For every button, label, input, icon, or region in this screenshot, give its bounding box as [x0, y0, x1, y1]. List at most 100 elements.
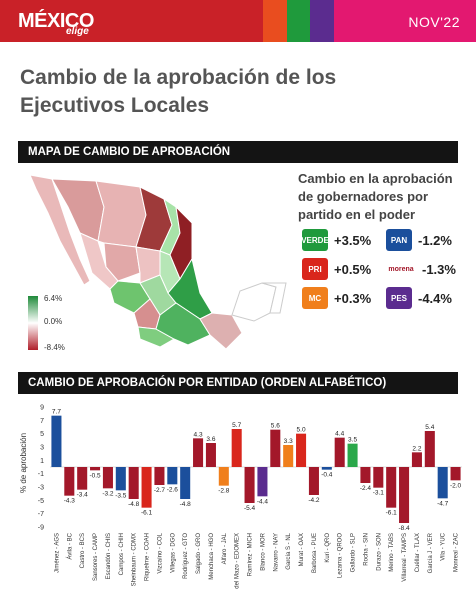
- bar: [51, 415, 62, 467]
- bar-value-label: -2.4: [360, 485, 372, 492]
- bar-value-label: -2.0: [450, 482, 462, 489]
- category-label: Ramírez - MICH: [248, 533, 254, 576]
- category-label: Vila - YUC: [441, 532, 447, 560]
- map-quintana-roo: [261, 282, 287, 314]
- bar-value-label: -8.4: [398, 525, 410, 532]
- bar-value-label: -3.5: [115, 492, 127, 499]
- party-pri: PRI +0.5%: [302, 258, 371, 280]
- map-durango: [103, 242, 141, 282]
- bar-value-label: -4.7: [437, 500, 449, 507]
- bar: [360, 467, 371, 483]
- bar: [257, 467, 268, 497]
- bar: [218, 467, 229, 486]
- map-chihuahua: [95, 180, 147, 248]
- category-label: Rocha - SIN: [363, 533, 369, 566]
- y-tick-label: -5: [38, 498, 44, 505]
- bar: [386, 467, 397, 508]
- map-guerrero: [137, 326, 176, 348]
- bar-value-label: -4.8: [128, 501, 140, 508]
- bar: [321, 467, 332, 470]
- party-verde: VERDE +3.5%: [301, 229, 371, 251]
- approval-change-bar-chart: % de aprobación 9 7 5 3 1 -1 -3 -5 -7 -9 7.7 Jimén…: [19, 405, 462, 589]
- bar: [231, 429, 242, 467]
- bar: [102, 467, 113, 489]
- category-label: Barbosa - PUE: [312, 533, 318, 573]
- party-mc: MC +0.3%: [302, 287, 371, 309]
- bar-value-label: -4.4: [257, 498, 269, 505]
- map-legend-min: -8.4%: [44, 343, 65, 352]
- y-tick-label: -1: [38, 471, 44, 478]
- bar-value-label: 3.6: [206, 436, 215, 443]
- bar-value-label: -3.1: [373, 490, 385, 497]
- bar: [128, 467, 139, 499]
- bar: [154, 467, 165, 485]
- bar: [90, 467, 101, 471]
- bar-value-label: -3.2: [102, 490, 114, 497]
- bar: [167, 467, 178, 485]
- bar: [373, 467, 384, 488]
- banner-stripe-green: [286, 0, 311, 42]
- category-label: Campos - CHIH: [119, 533, 125, 575]
- category-label: del Mazo - EDOMEX: [235, 533, 241, 589]
- category-label: García J - VER: [428, 532, 434, 573]
- mexico-change-map: [29, 174, 287, 350]
- category-label: Rodríguez - GTO: [183, 533, 189, 579]
- bar-value-label: -4.3: [64, 498, 76, 505]
- bar: [115, 467, 126, 491]
- bar-value-label: 5.4: [425, 424, 434, 431]
- bar-value-label: -5.4: [244, 505, 256, 512]
- map-chiapas-tabasco: [199, 312, 243, 350]
- mc-logo-icon: MC: [302, 287, 328, 309]
- banner-left: MÉXICO elige: [0, 0, 264, 42]
- bar-value-label: 7.7: [52, 409, 61, 416]
- y-tick-label: -3: [38, 485, 44, 492]
- bar: [270, 429, 281, 467]
- category-label: Castro - BCS: [80, 533, 86, 568]
- party-mc-value: +0.3%: [334, 290, 372, 306]
- category-label: García S - NL: [286, 532, 292, 569]
- bar-value-label: -2.8: [218, 488, 230, 495]
- bar-value-label: -0.5: [89, 472, 101, 479]
- bar: [334, 437, 345, 467]
- bar: [437, 467, 448, 499]
- party-pes: PES -4.4%: [386, 287, 452, 309]
- category-label: Navarro - NAY: [273, 533, 279, 572]
- bar-value-label: 3.3: [284, 438, 293, 445]
- bar: [193, 438, 204, 467]
- bar: [399, 467, 410, 523]
- bar: [347, 443, 358, 467]
- y-tick-label: 1: [40, 458, 44, 465]
- category-label: Riquelme - COAH: [145, 533, 151, 581]
- verde-logo-icon: VERDE: [301, 229, 329, 251]
- category-label: Blanco - MOR: [260, 532, 266, 570]
- bar: [180, 467, 191, 499]
- party-pan-value: -1.2%: [418, 232, 452, 248]
- category-label: Lezama - QROO: [338, 533, 344, 578]
- bar: [296, 433, 307, 467]
- bar-value-label: 5.7: [232, 422, 241, 429]
- category-label: Menchaca - HGO: [209, 533, 215, 580]
- bar: [77, 467, 88, 490]
- category-label: Kuri - QRO: [325, 533, 331, 563]
- bar-value-label: -6.1: [141, 510, 153, 517]
- category-label: Gallardo - SLP: [351, 533, 357, 572]
- party-morena: morena -1.3%: [386, 258, 456, 280]
- category-label: Durazo - SON: [376, 533, 382, 571]
- bar-value-label: 5.6: [271, 423, 280, 430]
- pes-logo-icon: PES: [386, 287, 412, 309]
- bar-value-label: -0.4: [321, 472, 333, 479]
- party-morena-value: -1.3%: [422, 261, 456, 277]
- bar-value-label: -6.1: [386, 510, 398, 517]
- category-label: Merino - TABS: [389, 533, 395, 572]
- bar-value-label: -3.4: [77, 492, 89, 499]
- y-tick-label: -9: [38, 525, 44, 532]
- chart-section-heading: CAMBIO DE APROBACIÓN POR ENTIDAD (ORDEN …: [18, 372, 458, 394]
- bar: [283, 445, 294, 467]
- y-tick-label: -7: [38, 511, 44, 518]
- bar-value-label: 2.2: [412, 445, 421, 452]
- category-label: Villegas - DGO: [170, 533, 176, 573]
- bar-value-label: -2.7: [154, 487, 166, 494]
- bar-value-label: 4.3: [194, 431, 203, 438]
- brand-logo: MÉXICO: [18, 10, 94, 32]
- map-legend-max: 6.4%: [44, 294, 63, 303]
